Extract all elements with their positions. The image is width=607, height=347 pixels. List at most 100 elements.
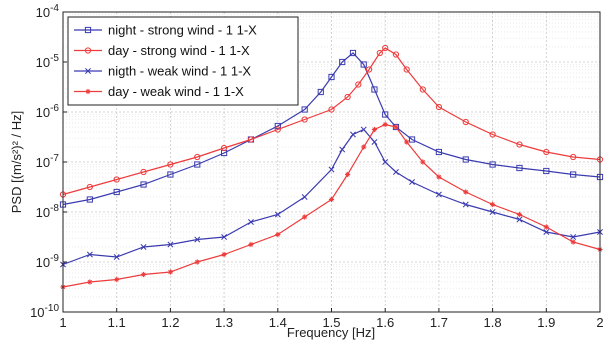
data-point bbox=[516, 164, 523, 172]
data-point bbox=[301, 116, 308, 123]
data-point bbox=[403, 66, 410, 73]
data-point bbox=[113, 176, 120, 183]
data-point bbox=[248, 241, 254, 248]
data-point bbox=[86, 196, 93, 203]
y-tick-label: 10-5 bbox=[36, 53, 60, 70]
data-point bbox=[167, 161, 174, 168]
data-point bbox=[274, 126, 281, 133]
data-point bbox=[361, 144, 367, 150]
x-tick-label: 1.3 bbox=[215, 315, 233, 330]
data-point bbox=[376, 49, 383, 57]
legend-label: day - strong wind - 1 1-X bbox=[108, 43, 250, 58]
data-point bbox=[516, 216, 523, 223]
data-point bbox=[221, 234, 228, 240]
x-axis-label: Frequency [Hz] bbox=[287, 325, 375, 340]
data-point bbox=[140, 244, 147, 250]
x-tick-label: 1.6 bbox=[376, 315, 394, 330]
data-point bbox=[301, 194, 308, 200]
data-point bbox=[570, 239, 576, 245]
x-tick-label: 1.2 bbox=[161, 315, 179, 330]
data-point bbox=[194, 153, 201, 161]
data-point bbox=[350, 131, 356, 138]
data-point bbox=[462, 156, 469, 163]
series-layer bbox=[59, 44, 604, 290]
legend-label: day - weak wind - 1 1-X bbox=[108, 84, 244, 99]
data-point bbox=[543, 167, 550, 175]
data-point bbox=[393, 124, 399, 130]
data-point bbox=[344, 93, 351, 101]
data-point bbox=[140, 271, 147, 278]
legend-item: day - weak wind - 1 1-X bbox=[74, 84, 244, 99]
data-point bbox=[194, 236, 201, 243]
legend-item: night - strong wind - 1 1-X bbox=[74, 23, 257, 38]
series-line bbox=[62, 52, 601, 206]
x-tick-label: 1.1 bbox=[108, 315, 126, 330]
legend-marker bbox=[85, 88, 91, 95]
data-point bbox=[516, 211, 523, 218]
data-point bbox=[371, 139, 378, 145]
data-point bbox=[328, 196, 335, 203]
data-point bbox=[317, 88, 324, 96]
data-point bbox=[328, 73, 335, 81]
data-point bbox=[436, 174, 442, 180]
data-point bbox=[87, 279, 93, 285]
series-line bbox=[62, 47, 601, 196]
data-point bbox=[221, 251, 227, 258]
x-tick-label: 1.9 bbox=[537, 315, 555, 330]
data-point bbox=[490, 201, 496, 208]
x-tick-label: 1.7 bbox=[430, 315, 448, 330]
data-point bbox=[382, 159, 389, 165]
data-point bbox=[409, 179, 416, 185]
data-point bbox=[167, 241, 174, 248]
y-tick-label: 10-10 bbox=[30, 303, 59, 320]
data-point bbox=[339, 58, 346, 66]
data-point bbox=[194, 259, 200, 265]
data-point bbox=[516, 141, 523, 148]
data-point bbox=[392, 169, 399, 175]
data-point bbox=[140, 181, 147, 188]
data-point bbox=[360, 126, 367, 133]
data-point bbox=[301, 106, 308, 113]
data-point bbox=[570, 171, 577, 178]
data-point bbox=[392, 51, 400, 58]
data-point bbox=[360, 61, 367, 68]
data-point bbox=[382, 44, 389, 52]
data-point bbox=[570, 153, 577, 161]
x-tick-label: 1.5 bbox=[322, 315, 340, 330]
data-point bbox=[463, 189, 469, 195]
y-tick-label: 10-4 bbox=[36, 3, 60, 20]
data-point bbox=[247, 219, 254, 225]
legend-marker bbox=[85, 68, 91, 74]
data-point bbox=[221, 144, 228, 152]
legend-label: nigth - weak wind - 1 1-X bbox=[108, 64, 251, 79]
data-point bbox=[274, 211, 281, 218]
data-point bbox=[349, 49, 357, 57]
legend-item: day - strong wind - 1 1-X bbox=[74, 43, 250, 58]
data-point bbox=[274, 122, 281, 130]
data-point bbox=[435, 191, 442, 198]
x-tick-label: 1.4 bbox=[269, 315, 287, 330]
series-2 bbox=[59, 44, 604, 198]
legend: night - strong wind - 1 1-X day - strong … bbox=[67, 16, 299, 106]
legend-item: nigth - weak wind - 1 1-X bbox=[74, 64, 251, 79]
data-point bbox=[113, 254, 120, 260]
data-point bbox=[365, 66, 373, 73]
data-point bbox=[302, 214, 308, 220]
data-point bbox=[140, 168, 147, 176]
data-point bbox=[404, 139, 410, 145]
legend-marker bbox=[84, 47, 92, 54]
data-point bbox=[345, 171, 351, 178]
data-point bbox=[435, 148, 442, 156]
y-axis-label: PSD [(m/s²)² / Hz] bbox=[9, 111, 24, 214]
data-point bbox=[570, 234, 577, 240]
data-point bbox=[371, 126, 378, 133]
data-point bbox=[86, 183, 93, 191]
legend-label: night - strong wind - 1 1-X bbox=[108, 23, 257, 38]
y-tick-label: 10-9 bbox=[36, 253, 60, 270]
data-point bbox=[420, 159, 426, 165]
data-point bbox=[328, 166, 335, 173]
data-point bbox=[355, 81, 362, 88]
data-point bbox=[408, 136, 416, 143]
data-point bbox=[489, 161, 496, 168]
